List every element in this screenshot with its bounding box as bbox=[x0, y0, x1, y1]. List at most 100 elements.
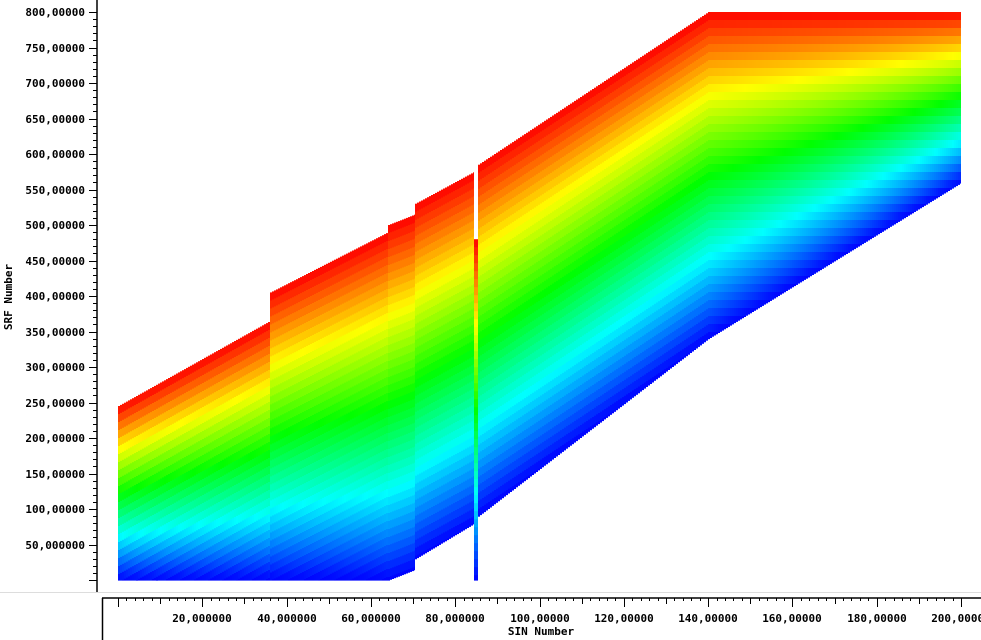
heatmap-cell bbox=[240, 481, 242, 491]
heatmap-cell bbox=[400, 268, 402, 277]
heatmap-cell bbox=[166, 547, 168, 556]
heatmap-cell bbox=[376, 294, 378, 303]
heatmap-cell bbox=[392, 383, 394, 392]
heatmap-cell bbox=[244, 343, 246, 352]
heatmap-cell bbox=[232, 486, 234, 495]
heatmap-cell bbox=[370, 481, 372, 490]
heatmap-cell bbox=[300, 469, 302, 478]
heatmap-cell bbox=[350, 379, 352, 389]
heatmap-cell bbox=[296, 391, 298, 400]
heatmap-cell bbox=[362, 573, 364, 581]
heatmap-cell bbox=[390, 392, 392, 401]
heatmap-cell bbox=[376, 278, 378, 287]
heatmap-cell bbox=[292, 297, 294, 306]
heatmap-cell bbox=[358, 247, 360, 256]
heatmap-cell bbox=[364, 452, 366, 461]
heatmap-cell bbox=[410, 272, 412, 281]
heatmap-cell bbox=[150, 468, 152, 477]
heatmap-cell bbox=[240, 425, 242, 435]
heatmap-cell bbox=[368, 402, 370, 411]
heatmap-cell bbox=[300, 565, 302, 574]
heatmap-cell bbox=[220, 388, 222, 398]
heatmap-cell bbox=[282, 486, 284, 495]
heatmap-cell bbox=[144, 543, 146, 553]
heatmap-cell bbox=[348, 556, 350, 566]
heatmap-cell bbox=[168, 418, 170, 427]
heatmap-cell bbox=[294, 424, 296, 433]
heatmap-cell bbox=[374, 479, 376, 488]
heatmap-cell bbox=[158, 487, 160, 497]
heatmap-cell bbox=[206, 516, 208, 526]
heatmap-cell bbox=[312, 527, 314, 536]
heatmap-cell bbox=[196, 530, 198, 539]
heatmap-cell bbox=[188, 478, 190, 488]
heatmap-cell bbox=[346, 541, 348, 551]
heatmap-cell bbox=[236, 571, 238, 581]
heatmap-cell bbox=[292, 401, 294, 410]
heatmap-cell bbox=[350, 307, 352, 317]
heatmap-cell bbox=[260, 470, 262, 480]
heatmap-cell bbox=[298, 382, 300, 391]
heatmap-cell bbox=[378, 445, 380, 454]
heatmap-cell bbox=[190, 381, 192, 391]
heatmap-cell bbox=[410, 288, 412, 297]
heatmap-cell bbox=[392, 415, 394, 424]
heatmap-cell bbox=[162, 517, 164, 526]
heatmap-cell bbox=[318, 435, 320, 445]
heatmap-cell bbox=[316, 492, 318, 502]
heatmap-cell bbox=[276, 353, 278, 362]
heatmap-cell bbox=[378, 549, 380, 558]
heatmap-cell bbox=[166, 451, 168, 460]
heatmap-cell bbox=[396, 253, 398, 263]
heatmap-cell bbox=[298, 278, 300, 287]
heatmap-cell bbox=[356, 360, 358, 370]
heatmap-cell bbox=[346, 381, 348, 391]
heatmap-cell bbox=[330, 509, 332, 519]
heatmap-cell bbox=[390, 464, 392, 473]
heatmap-cell bbox=[352, 514, 354, 524]
heatmap-cell bbox=[188, 390, 190, 400]
heatmap-cell bbox=[136, 516, 138, 525]
heatmap-cell bbox=[342, 343, 344, 353]
heatmap-cell bbox=[298, 502, 300, 511]
heatmap-cell bbox=[376, 358, 378, 367]
heatmap-cell bbox=[326, 311, 328, 321]
heatmap-cell bbox=[356, 408, 358, 418]
heatmap-cell bbox=[328, 494, 330, 504]
heatmap-cell bbox=[202, 575, 204, 581]
heatmap-cell bbox=[364, 500, 366, 509]
heatmap-cell bbox=[202, 471, 204, 480]
heatmap-cell bbox=[166, 403, 168, 412]
heatmap-cell bbox=[280, 399, 282, 408]
heatmap-cell bbox=[320, 578, 322, 581]
heatmap-cell bbox=[264, 380, 266, 389]
heatmap-cell bbox=[312, 559, 314, 568]
heatmap-cell bbox=[368, 546, 370, 555]
heatmap-cell bbox=[276, 401, 278, 410]
heatmap-cell bbox=[396, 565, 398, 575]
heatmap-cell bbox=[284, 557, 286, 566]
heatmap-cell bbox=[152, 515, 154, 524]
heatmap-cell bbox=[200, 504, 202, 513]
heatmap-cell bbox=[262, 341, 264, 350]
heatmap-cell bbox=[236, 563, 238, 573]
heatmap-cell bbox=[186, 495, 188, 505]
heatmap-cell bbox=[406, 297, 408, 307]
heatmap-cell bbox=[326, 447, 328, 457]
heatmap-cell bbox=[274, 466, 276, 475]
heatmap-cell bbox=[352, 562, 354, 572]
heatmap-cell bbox=[148, 541, 150, 550]
heatmap-cell bbox=[374, 391, 376, 400]
heatmap-cell bbox=[206, 388, 208, 398]
heatmap-cell bbox=[222, 411, 224, 421]
heatmap-cell bbox=[294, 440, 296, 449]
heatmap-cell bbox=[286, 388, 288, 397]
heatmap-cell bbox=[136, 524, 138, 533]
heatmap-cell bbox=[196, 554, 198, 563]
heatmap-cell bbox=[364, 572, 366, 581]
heatmap-cell bbox=[314, 277, 316, 287]
heatmap-cell bbox=[236, 379, 238, 389]
heatmap-cell bbox=[326, 503, 328, 513]
heatmap-cell bbox=[120, 556, 122, 566]
heatmap-cell bbox=[232, 350, 234, 359]
